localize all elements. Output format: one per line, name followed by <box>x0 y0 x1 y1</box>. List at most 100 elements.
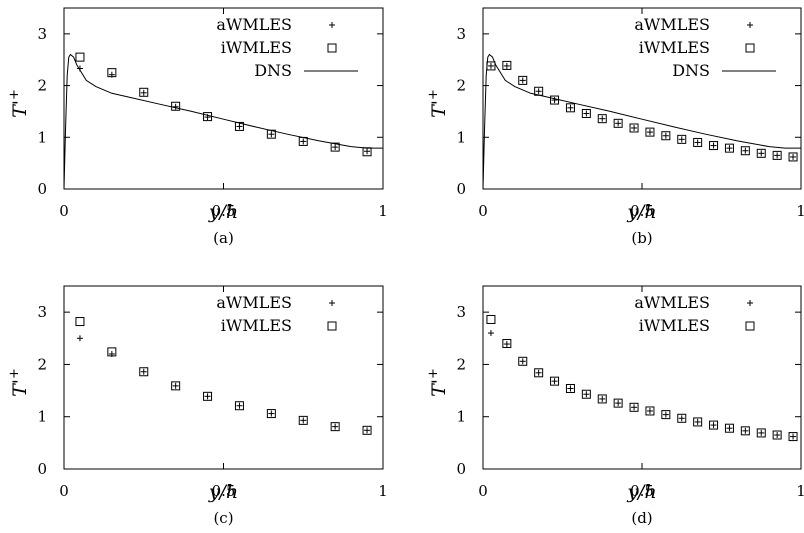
data-point-plus <box>758 429 765 436</box>
legend-label-awmles: aWMLES <box>634 15 710 34</box>
data-point-plus <box>551 97 558 104</box>
legend-marker-plus <box>747 300 753 306</box>
data-point-plus <box>551 378 558 385</box>
y-axis-label: T'+ <box>426 368 450 397</box>
y-tick-label: 1 <box>456 408 466 426</box>
panel-caption: (c) <box>213 509 233 527</box>
data-point-square <box>107 68 117 78</box>
data-point-plus <box>140 368 147 375</box>
y-axis-label: T'+ <box>7 368 31 397</box>
data-point-square <box>139 367 149 377</box>
y-axis-label: T'+ <box>426 89 450 118</box>
data-point-plus <box>726 145 733 152</box>
x-axis-label: y/h <box>626 481 656 503</box>
legend-marker-square <box>745 43 755 53</box>
data-point-plus <box>364 427 371 434</box>
data-point-square <box>518 356 528 366</box>
data-point-plus <box>615 400 622 407</box>
data-point-square <box>518 75 528 85</box>
x-tick-label: 0 <box>478 482 488 500</box>
legend-label-awmles: aWMLES <box>216 293 292 312</box>
legend: aWMLES iWMLES DNS <box>634 15 776 80</box>
data-point-square <box>107 347 117 357</box>
data-point-plus <box>790 433 797 440</box>
data-point-plus <box>503 341 510 348</box>
data-point-square <box>772 430 782 440</box>
data-point-plus <box>774 152 781 159</box>
y-tick-label: 0 <box>456 180 466 198</box>
y-tick-label: 1 <box>37 128 47 146</box>
plot-frame <box>482 7 802 190</box>
series-dns <box>482 53 801 190</box>
legend-marker-plus <box>329 22 335 28</box>
data-point-plus <box>487 62 494 69</box>
data-point-square <box>709 420 719 430</box>
dns-line <box>63 53 383 190</box>
x-tick-label: 1 <box>378 202 388 220</box>
data-point-square <box>581 108 591 118</box>
data-point-plus <box>236 123 243 130</box>
data-point-square <box>597 394 607 404</box>
data-point-plus <box>646 407 653 414</box>
x-tick-label: 1 <box>796 202 804 220</box>
data-point-square <box>661 410 671 420</box>
series-iwmles <box>486 60 798 162</box>
data-point-square <box>788 152 798 162</box>
x-tick-label: 0 <box>478 202 488 220</box>
legend-marker-square <box>327 43 337 53</box>
data-point-plus <box>172 382 179 389</box>
data-point-plus <box>300 417 307 424</box>
data-point-plus <box>662 411 669 418</box>
legend-marker-plus <box>329 300 335 306</box>
data-point-plus <box>300 138 307 145</box>
data-point-plus <box>519 358 526 365</box>
legend-label-iwmles: iWMLES <box>221 316 292 335</box>
data-point-plus <box>364 148 371 155</box>
data-point-plus <box>583 110 590 117</box>
y-tick-label: 0 <box>37 460 47 478</box>
data-point-plus <box>236 402 243 409</box>
y-tick-label: 1 <box>37 408 47 426</box>
data-point-square <box>645 127 655 137</box>
legend-marker-square <box>745 321 755 331</box>
data-point-plus <box>646 129 653 136</box>
x-tick-label: 0 <box>59 482 69 500</box>
data-point-plus <box>790 153 797 160</box>
data-point-square <box>740 426 750 436</box>
data-point-square <box>266 409 276 419</box>
x-axis-label: y/h <box>626 201 656 223</box>
data-point-plus <box>694 418 701 425</box>
data-point-plus <box>678 415 685 422</box>
panel-d: 0 1 2 3 0 0.5 1 y/h T'+ (d) aWMLES iWMLES <box>426 285 804 527</box>
data-point-plus <box>694 139 701 146</box>
data-point-square <box>565 383 575 393</box>
data-point-plus <box>710 142 717 149</box>
data-point-plus <box>567 104 574 111</box>
data-point-plus <box>678 136 685 143</box>
panel-caption: (a) <box>213 229 234 247</box>
y-tick-label: 2 <box>456 77 466 95</box>
data-point-plus <box>268 410 275 417</box>
data-point-square <box>486 314 496 324</box>
data-point-plus <box>535 88 542 95</box>
legend-marker-square <box>327 321 337 331</box>
panel-b: 0 1 2 3 0 0.5 1 y/h T'+ (b) aWMLES iWMLES DNS <box>426 7 804 247</box>
data-point-square <box>661 131 671 141</box>
series-awmles <box>76 335 371 434</box>
series-awmles <box>487 330 797 440</box>
y-tick-label: 2 <box>456 355 466 373</box>
legend-label-awmles: aWMLES <box>634 293 710 312</box>
data-point-square <box>330 142 340 152</box>
y-axis-label: T'+ <box>7 89 31 118</box>
y-tick-label: 3 <box>37 303 47 321</box>
plot-frame <box>482 285 802 470</box>
data-point-square <box>234 121 244 131</box>
data-point-plus <box>583 391 590 398</box>
data-point-square <box>677 413 687 423</box>
data-point-plus <box>76 335 83 342</box>
series-awmles <box>76 65 371 155</box>
x-tick-label: 0 <box>59 202 69 220</box>
data-point-plus <box>519 77 526 84</box>
data-point-plus <box>487 330 494 337</box>
data-point-square <box>75 52 85 62</box>
